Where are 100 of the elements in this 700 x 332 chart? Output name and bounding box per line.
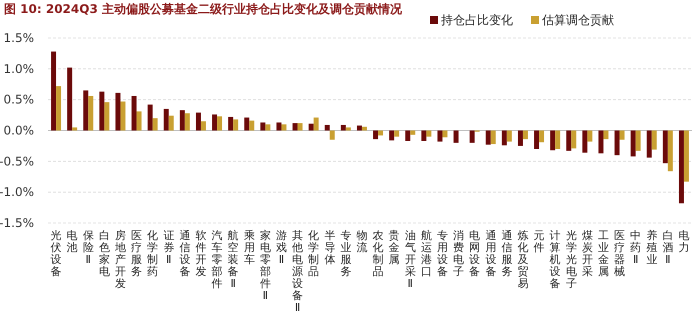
x-tick-label: 游戏Ⅱ	[276, 229, 287, 266]
bar	[421, 130, 426, 141]
bar	[405, 130, 410, 141]
bar	[668, 130, 673, 172]
bar	[136, 111, 142, 130]
bar	[506, 130, 512, 142]
x-tick-label: 元件	[534, 229, 545, 254]
bar	[83, 90, 88, 130]
y-tick-label: 0.0%	[4, 124, 34, 138]
x-tick-label: 航空装备Ⅱ	[228, 229, 239, 290]
x-tick-label: 医疗服务	[131, 229, 142, 278]
x-tick-label: 油气开采Ⅱ	[404, 229, 416, 290]
x-tick-label: 中药Ⅱ	[630, 229, 642, 266]
bar	[598, 130, 604, 154]
bar	[276, 122, 282, 130]
bar	[614, 130, 620, 156]
y-tick-label: 1.0%	[4, 62, 34, 76]
bar	[362, 126, 367, 130]
bar	[324, 124, 330, 130]
bar	[249, 120, 254, 130]
bar	[292, 123, 298, 130]
x-tick-label: 化学制药	[147, 229, 158, 278]
bar	[620, 130, 625, 140]
bar	[522, 130, 528, 140]
bar	[684, 130, 689, 182]
x-tick-label: 通信设备	[179, 229, 190, 278]
bar	[582, 130, 588, 153]
bar	[298, 123, 303, 130]
x-tick-label: 半导体	[324, 229, 336, 266]
bar	[99, 92, 104, 130]
bar	[373, 130, 378, 140]
bar	[486, 130, 491, 145]
bar	[228, 116, 234, 130]
bar	[652, 130, 657, 150]
bar	[200, 121, 206, 130]
bar	[152, 118, 158, 130]
bar	[104, 102, 110, 130]
bar	[566, 130, 572, 151]
bar	[454, 130, 459, 143]
x-tick-label: 电力	[678, 229, 690, 254]
x-tick-label: 专用设备	[436, 229, 448, 278]
y-tick-label: 0.5%	[4, 92, 34, 107]
bar	[646, 130, 652, 158]
x-tick-label: 煤炭开采	[582, 229, 593, 278]
bar	[490, 130, 496, 144]
bar	[534, 130, 540, 149]
x-tick-label: 养殖业	[646, 229, 658, 266]
bar	[603, 130, 608, 140]
bar	[148, 104, 153, 130]
x-tick-label: 保险Ⅱ	[82, 229, 94, 266]
bar	[346, 127, 351, 130]
bar	[340, 124, 346, 130]
bar	[212, 114, 218, 130]
bar	[184, 113, 190, 130]
x-tick-label: 汽车零部件	[212, 229, 223, 290]
bar	[308, 124, 314, 130]
x-tick-label: 通用设备	[485, 229, 496, 278]
bar	[555, 130, 560, 149]
bar	[244, 118, 250, 130]
x-tick-label: 软件开发	[195, 229, 206, 278]
bar	[180, 110, 185, 130]
x-tick-label: 通信服务	[501, 229, 512, 278]
x-tick-label: 电网设备	[469, 229, 480, 278]
bar	[518, 130, 523, 146]
bar	[330, 130, 335, 140]
x-tick-label: 医疗器械	[614, 229, 626, 278]
bar	[164, 108, 169, 130]
x-tick-label: 证券Ⅱ	[163, 229, 174, 266]
x-tick-label: 专业服务	[340, 229, 352, 278]
bar	[67, 68, 72, 130]
bar	[56, 86, 62, 130]
y-tick-label: 1.5%	[4, 31, 34, 45]
bar	[168, 116, 174, 130]
bar	[571, 130, 576, 148]
x-tick-label: 农化制品	[372, 229, 384, 278]
x-tick-label: 工业金属	[598, 229, 609, 278]
bar	[678, 130, 684, 204]
x-tick-label: 计算机设备	[550, 229, 561, 290]
bar	[426, 130, 432, 137]
bar	[630, 130, 636, 156]
x-tick-label: 房地产开发	[114, 229, 126, 290]
x-tick-label: 电池	[66, 229, 78, 254]
x-tick-label: 消费电子	[453, 229, 464, 278]
x-tick-label: 贵金属	[388, 229, 400, 266]
bar	[394, 130, 400, 137]
bar	[539, 130, 544, 142]
x-tick-label: 物流	[356, 229, 368, 254]
bar	[260, 122, 266, 130]
legend-label: 持仓占比变化	[441, 13, 513, 27]
x-tick-label: 航运港口	[420, 229, 432, 278]
bar	[115, 92, 120, 130]
bar	[356, 126, 362, 130]
bar	[389, 130, 394, 140]
bar	[550, 130, 556, 150]
x-tick-label: 光学光电子	[566, 229, 577, 290]
bar	[51, 52, 56, 130]
bar	[88, 96, 94, 130]
bar	[196, 112, 201, 130]
x-tick-label: 炼化及贸易	[517, 229, 528, 290]
bar	[233, 119, 238, 130]
